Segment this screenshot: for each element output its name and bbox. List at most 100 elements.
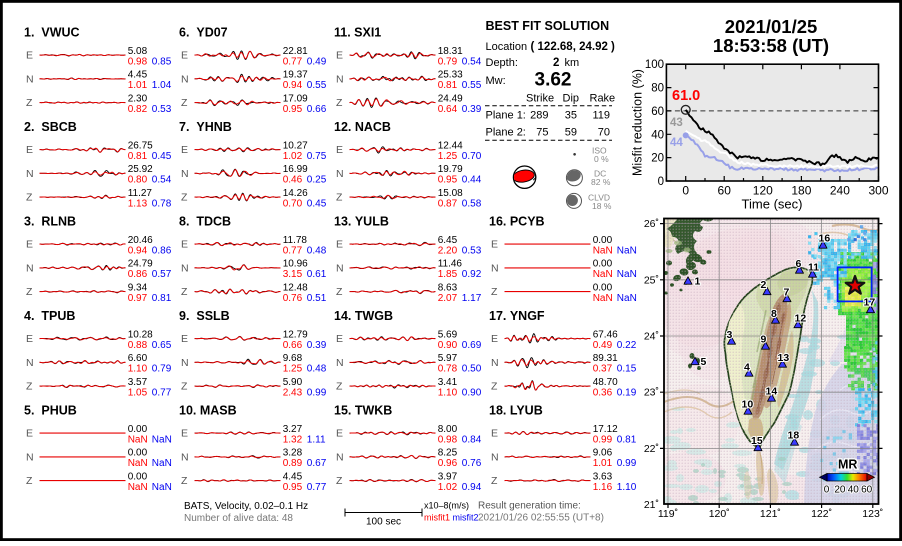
svg-text:13: 13 <box>778 352 790 364</box>
svg-text:N: N <box>26 452 34 464</box>
svg-text:13. YULB: 13. YULB <box>334 214 389 228</box>
svg-text:2. SBCB: 2. SBCB <box>24 120 77 134</box>
svg-text:75: 75 <box>536 127 548 139</box>
svg-text:5.90: 5.90 <box>283 377 303 388</box>
svg-text:17.09: 17.09 <box>283 93 308 104</box>
svg-text:0.76: 0.76 <box>283 293 303 304</box>
svg-text:10.96: 10.96 <box>283 259 308 270</box>
svg-text:Z: Z <box>26 286 33 298</box>
svg-text:10. MASB: 10. MASB <box>179 403 237 417</box>
svg-text:2: 2 <box>761 279 767 291</box>
svg-text:35: 35 <box>565 110 577 122</box>
svg-text:km: km <box>565 57 580 69</box>
svg-text:2.43: 2.43 <box>283 387 303 398</box>
svg-text:Z: Z <box>336 97 343 109</box>
svg-text:0.00: 0.00 <box>593 282 613 293</box>
svg-text:0.77: 0.77 <box>283 245 303 256</box>
svg-text:0.89: 0.89 <box>283 458 303 469</box>
svg-text:E: E <box>181 144 188 156</box>
svg-text:10.28: 10.28 <box>128 329 153 340</box>
svg-text:9.06: 9.06 <box>593 448 613 459</box>
svg-text:0.22: 0.22 <box>617 340 637 351</box>
svg-text:0.86: 0.86 <box>152 245 172 256</box>
svg-text:BATS, Velocity, 0.02–0.1 Hz: BATS, Velocity, 0.02–0.1 Hz <box>184 501 308 512</box>
svg-text:12: 12 <box>795 313 807 325</box>
svg-text:Z: Z <box>181 286 188 298</box>
svg-text:0.49: 0.49 <box>307 56 327 67</box>
svg-text:0.54: 0.54 <box>462 56 482 67</box>
svg-text:18. LYUB: 18. LYUB <box>489 403 543 417</box>
svg-text:NaN: NaN <box>152 434 172 445</box>
svg-text:0.79: 0.79 <box>438 56 458 67</box>
svg-text:60: 60 <box>718 184 732 198</box>
svg-text:1.85: 1.85 <box>438 269 458 280</box>
svg-text:9.68: 9.68 <box>283 353 303 364</box>
svg-text:Z: Z <box>26 475 33 487</box>
svg-text:24.79: 24.79 <box>128 259 153 270</box>
svg-text:6: 6 <box>796 258 802 270</box>
svg-text:0.87: 0.87 <box>438 198 458 209</box>
svg-text:Z: Z <box>26 192 33 204</box>
svg-text:12. NACB: 12. NACB <box>334 120 391 134</box>
svg-text:Z: Z <box>26 97 33 109</box>
svg-text:1.05: 1.05 <box>128 387 148 398</box>
svg-text:0.76: 0.76 <box>462 458 482 469</box>
svg-text:18:53:58 (UT): 18:53:58 (UT) <box>713 35 829 56</box>
svg-text:0.96: 0.96 <box>438 458 458 469</box>
svg-text:8.00: 8.00 <box>438 424 458 435</box>
svg-text:0.49: 0.49 <box>593 340 613 351</box>
svg-text:15: 15 <box>751 435 763 447</box>
svg-text:0.00: 0.00 <box>593 235 613 246</box>
svg-text:0.94: 0.94 <box>128 245 148 256</box>
svg-text:0 %: 0 % <box>594 154 609 164</box>
svg-text:119: 119 <box>592 110 610 122</box>
svg-text:0.70: 0.70 <box>283 198 303 209</box>
svg-text:0.57: 0.57 <box>152 269 172 280</box>
svg-text:12.44: 12.44 <box>438 140 463 151</box>
svg-text:15.08: 15.08 <box>438 188 463 199</box>
svg-text:E: E <box>336 144 343 156</box>
svg-text:0.66: 0.66 <box>283 340 303 351</box>
svg-text:Number of alive data: 48: Number of alive data: 48 <box>184 513 293 524</box>
svg-text:0.46: 0.46 <box>283 175 303 186</box>
svg-text:E: E <box>491 333 498 345</box>
svg-text:E: E <box>181 333 188 345</box>
svg-text:19.79: 19.79 <box>438 164 463 175</box>
svg-text:11.27: 11.27 <box>128 188 153 199</box>
svg-text:17.12: 17.12 <box>593 424 618 435</box>
svg-text:N: N <box>181 263 189 275</box>
svg-text:6.60: 6.60 <box>128 353 148 364</box>
svg-text:0.79: 0.79 <box>152 364 172 375</box>
svg-text:E: E <box>26 333 33 345</box>
svg-text:1.25: 1.25 <box>283 364 303 375</box>
svg-text:21˚: 21˚ <box>644 499 659 511</box>
svg-text:Rake: Rake <box>590 93 616 105</box>
svg-text:0.54: 0.54 <box>152 175 172 186</box>
svg-text:24.49: 24.49 <box>438 93 463 104</box>
svg-text:1.01: 1.01 <box>593 458 613 469</box>
svg-text:0.90: 0.90 <box>438 340 458 351</box>
svg-text:BEST FIT SOLUTION: BEST FIT SOLUTION <box>486 19 610 33</box>
svg-text:180: 180 <box>791 184 811 198</box>
svg-text:Z: Z <box>336 475 343 487</box>
svg-text:Location: Location <box>486 41 528 53</box>
svg-text:0.00: 0.00 <box>593 259 613 270</box>
svg-text:Time (sec): Time (sec) <box>742 197 803 212</box>
svg-text:0.99: 0.99 <box>593 434 613 445</box>
svg-text:3.62: 3.62 <box>535 70 572 91</box>
svg-text:0.82: 0.82 <box>128 104 148 115</box>
svg-text:E: E <box>336 333 343 345</box>
svg-text:( 122.68, 24.92 ): ( 122.68, 24.92 ) <box>531 41 616 53</box>
svg-text:1.10: 1.10 <box>617 482 637 493</box>
svg-text:N: N <box>491 263 499 275</box>
svg-text:59: 59 <box>565 127 577 139</box>
svg-text:14: 14 <box>766 386 778 398</box>
svg-text:16: 16 <box>819 233 831 245</box>
svg-text:N: N <box>26 357 34 369</box>
svg-text:3.41: 3.41 <box>438 377 458 388</box>
svg-text:N: N <box>336 263 344 275</box>
svg-text:60: 60 <box>861 485 873 496</box>
svg-text:N: N <box>26 263 34 275</box>
svg-text:Z: Z <box>181 381 188 393</box>
svg-text:0.94: 0.94 <box>283 80 303 91</box>
